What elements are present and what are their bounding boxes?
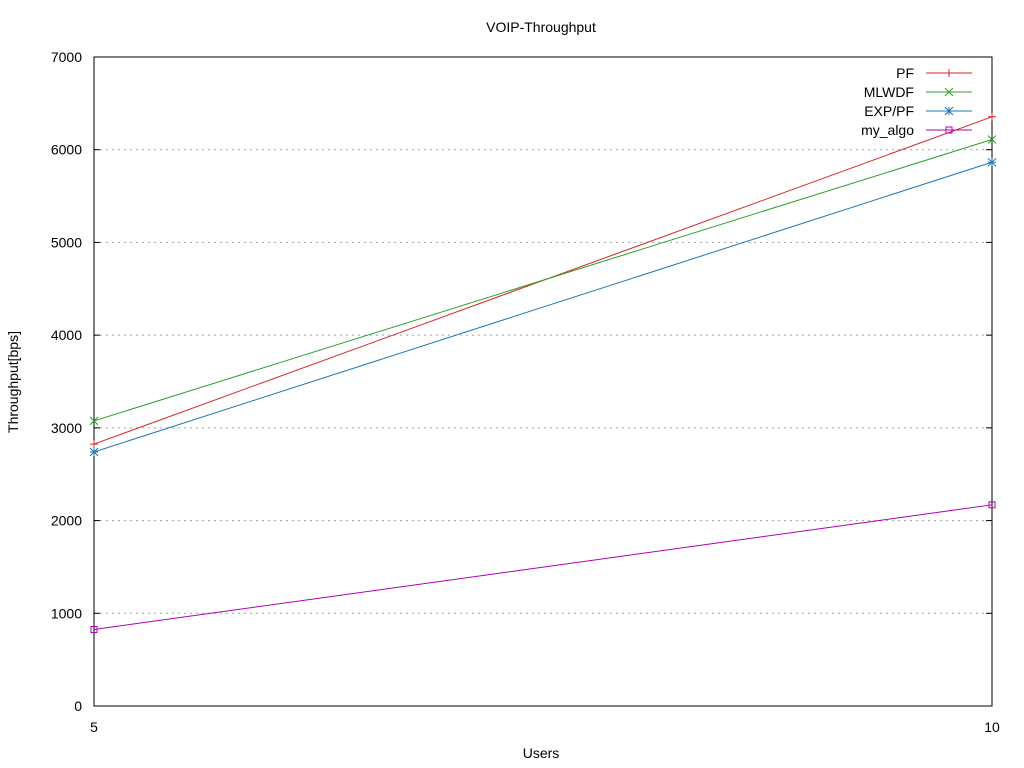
y-tick-label: 3000 [51, 420, 82, 436]
data-point-MLWDF-5 [89, 416, 99, 426]
chart-title: VOIP-Throughput [486, 19, 596, 35]
axes: 0 1000 2000 3000 4000 5000 6000 7000 5 10 [51, 49, 1000, 735]
data-point-EXP/PF-10 [987, 157, 997, 167]
data-point-MLWDF-10 [987, 135, 997, 144]
y-tick-label: 7000 [51, 49, 82, 65]
legend-label-my_algo: my_algo [861, 122, 914, 138]
series-line-my_algo [93, 504, 993, 631]
data-point-my_algo-5 [90, 626, 98, 634]
data-point-PF-5 [90, 440, 98, 449]
data-point-my_algo-10 [988, 501, 996, 509]
y-tick-label: 2000 [51, 513, 82, 529]
x-tick-label: 10 [984, 719, 1000, 735]
y-tick-label: 6000 [51, 142, 82, 158]
legend-marker-MLWDF [944, 87, 954, 97]
series-line-EXP/PF [93, 161, 993, 453]
legend-label-MLWDF: MLWDF [864, 84, 914, 100]
legend-marker-EXP/PF [944, 106, 954, 116]
y-tick-label: 5000 [51, 234, 82, 250]
legend: PF MLWDF EXP/PF my_algo [861, 65, 972, 138]
series-layer [89, 112, 997, 634]
y-tick-label: 0 [74, 698, 82, 714]
data-point-EXP/PF-5 [89, 447, 99, 457]
data-point-PF-10 [988, 112, 996, 121]
y-tick-label: 4000 [51, 327, 82, 343]
y-axis-label: Throughput[bps] [5, 331, 21, 433]
legend-marker-PF [945, 69, 953, 77]
legend-label-EXP/PF: EXP/PF [864, 103, 914, 119]
plot-frame [93, 56, 993, 707]
legend-marker-my_algo [945, 126, 953, 134]
x-axis-label: Users [523, 745, 560, 761]
legend-label-PF: PF [896, 65, 914, 81]
y-tick-label: 1000 [51, 605, 82, 621]
series-line-MLWDF [93, 139, 993, 422]
x-tick-label: 5 [90, 719, 98, 735]
